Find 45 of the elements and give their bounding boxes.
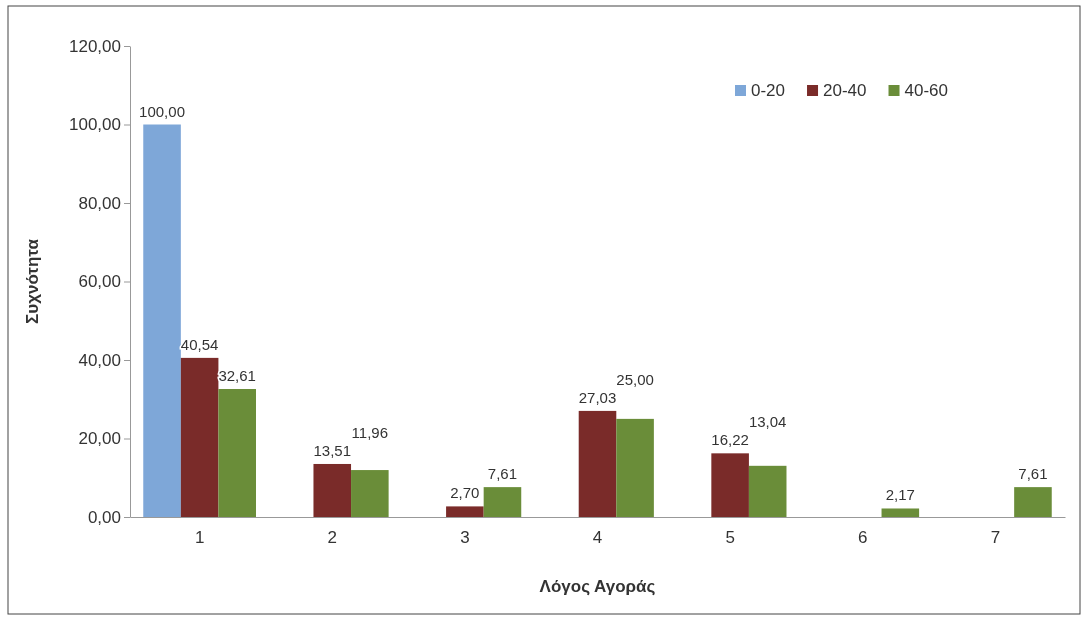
y-tick-label: 100,00 [69, 115, 121, 135]
y-tick-label: 20,00 [78, 429, 121, 449]
data-label: 2,17 [885, 486, 915, 504]
bar [711, 453, 749, 517]
y-tick-label: 40,00 [78, 350, 121, 370]
data-label: 40,54 [180, 335, 219, 353]
data-label: 11,96 [351, 423, 389, 441]
y-axis-title: Συχνότητα [23, 238, 42, 324]
bar [578, 410, 617, 517]
legend-label: 20-40 [823, 81, 867, 100]
legend-label: 40-60 [904, 81, 948, 100]
data-label: 27,03 [578, 388, 617, 406]
y-tick-label: 0,00 [87, 507, 121, 527]
bar [180, 357, 219, 517]
data-label: 16,22 [711, 431, 749, 449]
bar [616, 418, 654, 517]
data-label: 13,04 [748, 413, 787, 431]
bar [143, 124, 181, 517]
bar [1014, 487, 1052, 517]
data-label: 2,70 [450, 484, 480, 502]
data-label: 100,00 [139, 102, 185, 120]
x-tick-label: 6 [858, 528, 868, 548]
data-label: 25,00 [616, 370, 654, 388]
bar [218, 389, 256, 517]
x-tick-label: 7 [990, 528, 1001, 548]
bar [446, 506, 484, 517]
x-tick-label: 5 [725, 528, 735, 548]
bar [483, 487, 522, 517]
bar [881, 508, 920, 517]
x-tick-label: 2 [327, 528, 337, 548]
y-tick-label: 80,00 [78, 193, 121, 213]
bar [313, 463, 352, 517]
y-tick-label: 60,00 [78, 272, 121, 292]
bar [351, 470, 389, 517]
data-label: 13,51 [313, 441, 352, 459]
y-tick-label: 120,00 [69, 36, 121, 56]
x-tick-label: 3 [460, 528, 470, 548]
bar [748, 465, 787, 517]
x-tick-label: 4 [592, 528, 603, 548]
legend-label: 0-20 [751, 81, 786, 100]
x-tick-label: 1 [194, 528, 205, 548]
x-axis-title: Λόγος Αγοράς [539, 577, 656, 596]
data-label: 7,61 [487, 465, 518, 483]
data-label: 7,61 [1018, 465, 1048, 483]
data-label: 32,61 [218, 367, 256, 385]
